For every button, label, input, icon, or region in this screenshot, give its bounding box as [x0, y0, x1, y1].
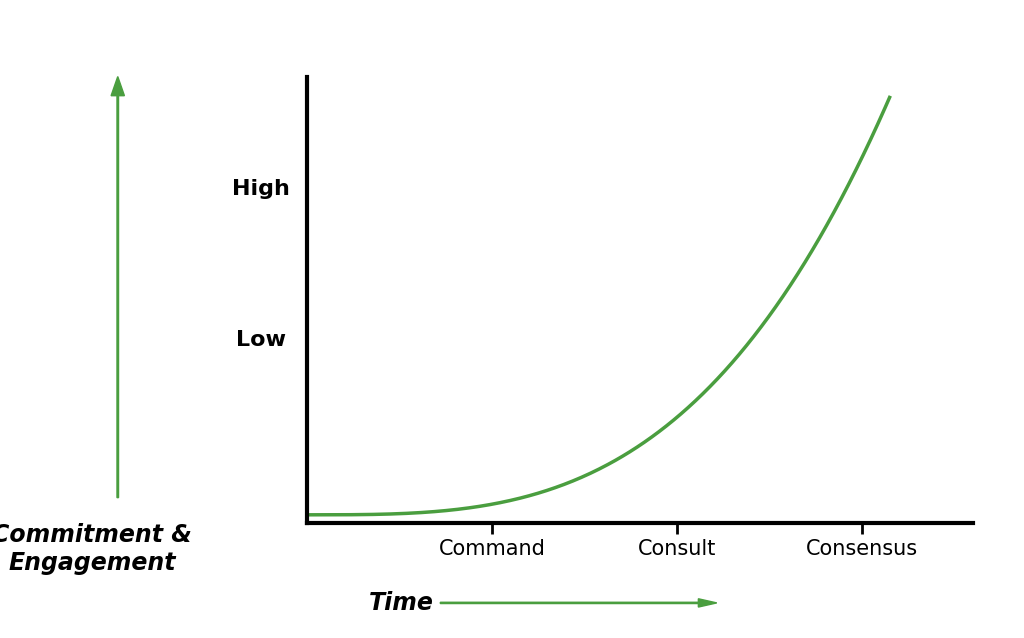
- Text: Low: Low: [237, 329, 286, 350]
- Text: High: High: [232, 179, 290, 199]
- Text: Time: Time: [369, 591, 433, 615]
- Text: Commitment &
Engagement: Commitment & Engagement: [0, 523, 193, 575]
